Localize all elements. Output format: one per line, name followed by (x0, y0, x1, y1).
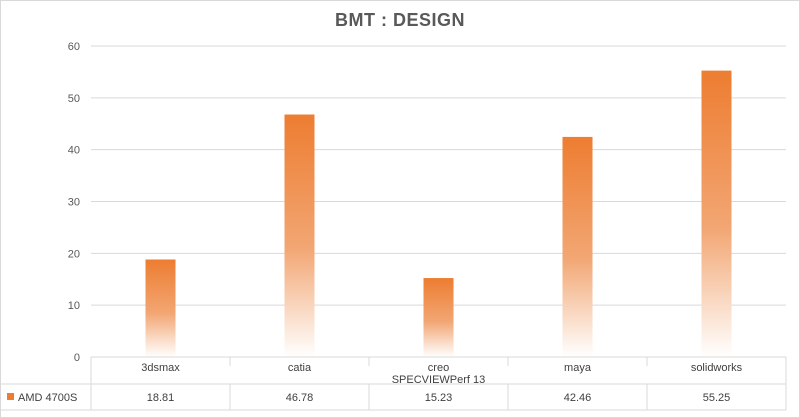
category-label: 3dsmax (141, 362, 180, 374)
y-tick-label: 0 (74, 352, 80, 364)
category-label: creo (428, 362, 449, 374)
bar (284, 114, 315, 357)
y-axis-ticks: 0 10 20 30 40 50 60 (68, 41, 80, 364)
category-label: catia (288, 362, 312, 374)
bar (701, 70, 732, 357)
data-label: 18.81 (147, 392, 175, 404)
legend-label: AMD 4700S (18, 392, 77, 404)
data-label: 15.23 (425, 392, 453, 404)
chart-title: BMT : DESIGN (335, 10, 465, 30)
y-tick-label: 60 (68, 41, 80, 53)
data-label: 55.25 (703, 392, 731, 404)
y-tick-label: 10 (68, 300, 80, 312)
bar (423, 278, 454, 357)
category-group-label: SPECVIEWPerf 13 (392, 374, 486, 386)
gridlines (91, 45, 786, 306)
bar (562, 136, 593, 357)
bars (145, 70, 732, 357)
category-label: maya (564, 362, 592, 374)
y-tick-label: 30 (68, 197, 80, 209)
bar (145, 259, 176, 357)
data-label: 46.78 (286, 392, 314, 404)
y-tick-label: 50 (68, 93, 80, 105)
y-tick-label: 20 (68, 248, 80, 260)
legend-swatch (7, 393, 14, 400)
y-tick-label: 40 (68, 145, 80, 157)
data-label: 42.46 (564, 392, 592, 404)
category-label: solidworks (691, 362, 743, 374)
data-table: 3dsmax 18.81 catia 46.78 creo 15.23 maya 42.46 s… (0, 356, 787, 411)
